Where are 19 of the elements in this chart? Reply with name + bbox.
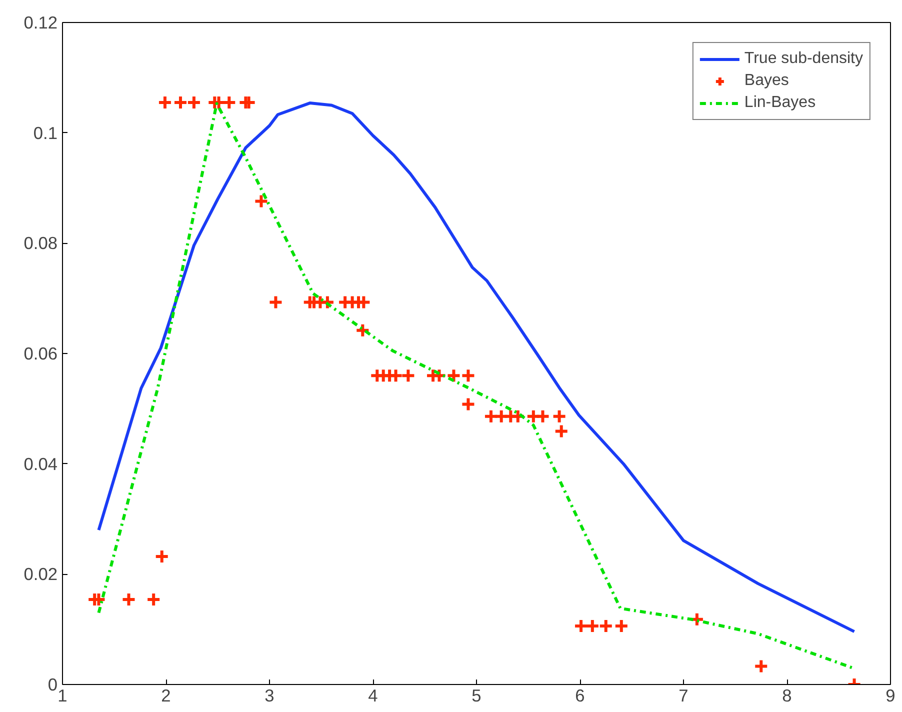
x-tick-label: 8: [782, 686, 792, 706]
x-tick-label: 3: [264, 686, 274, 706]
x-tick-label: 1: [58, 686, 68, 706]
x-tick-label: 7: [678, 686, 688, 706]
y-tick-label: 0.06: [24, 344, 58, 364]
x-tick-label: 4: [368, 686, 378, 706]
y-tick-label: 0: [48, 674, 58, 694]
x-tick-label: 5: [472, 686, 482, 706]
x-tick-label: 9: [886, 686, 896, 706]
y-tick-label: 0.04: [24, 454, 58, 474]
legend-label: Lin-Bayes: [744, 94, 816, 112]
y-tick-label: 0.12: [24, 12, 58, 32]
y-tick-label: 0.08: [24, 233, 58, 254]
legend-label: Bayes: [744, 72, 789, 90]
y-tick-label: 0.1: [33, 122, 58, 143]
legend-label: True sub-density: [744, 50, 863, 68]
x-tick-label: 6: [575, 686, 585, 706]
y-tick-label: 0.02: [24, 564, 58, 584]
x-tick-label: 2: [161, 686, 171, 706]
